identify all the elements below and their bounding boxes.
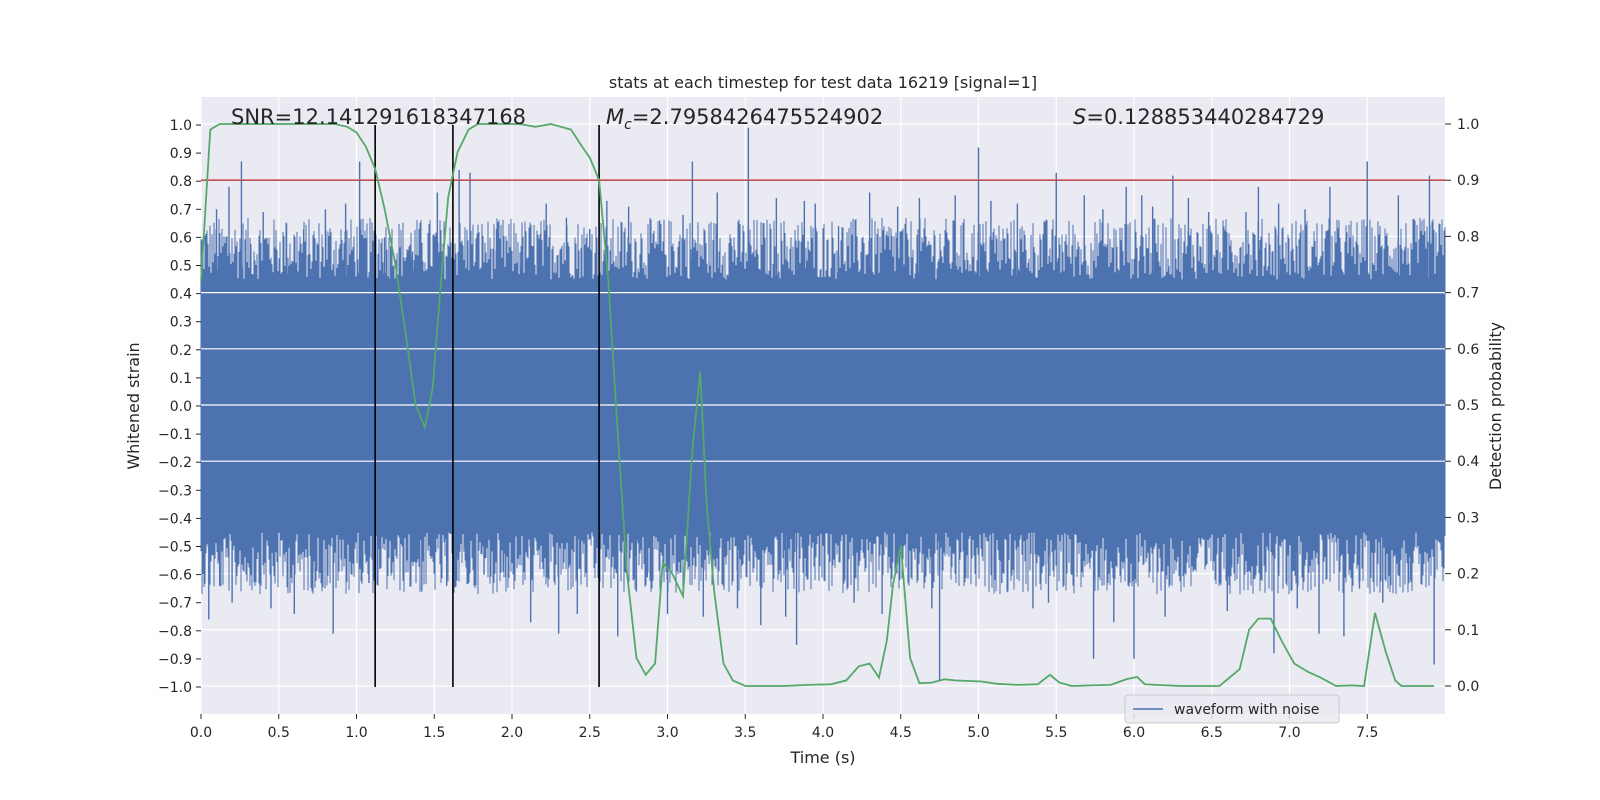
- y2-tick-label: 1.0: [1457, 117, 1479, 133]
- y-tick-label: −0.3: [158, 483, 192, 499]
- y-tick-label: −1.0: [158, 680, 192, 696]
- y2-tick-label: 0.3: [1457, 510, 1479, 526]
- x-tick-label: 0.0: [190, 725, 212, 741]
- legend: waveform with noise: [1124, 694, 1340, 724]
- y-tick-label: 0.3: [170, 315, 192, 331]
- chart-title: stats at each timestep for test data 162…: [609, 73, 1037, 92]
- y-tick-label: 0.7: [170, 202, 192, 218]
- x-tick-label: 3.5: [734, 725, 756, 741]
- x-tick-label: 6.5: [1201, 725, 1223, 741]
- y-axis-ticks: 1.0 0.9 0.8 0.7 0.6 0.5 0.4 0.3 0.2 0.1 0.0 −0.1 −0.…: [158, 118, 201, 696]
- y-tick-label: −0.9: [158, 652, 192, 668]
- y-tick-label: 0.5: [170, 259, 192, 275]
- legend-label: waveform with noise: [1174, 702, 1319, 718]
- chirp-mass-subscript: c: [624, 117, 632, 133]
- y-tick-label: −0.4: [158, 511, 192, 527]
- y-tick-label: 0.9: [170, 146, 192, 162]
- y2-tick-label: 0.0: [1457, 679, 1479, 695]
- y-axis-label: Whitened strain: [124, 342, 143, 469]
- x-tick-label: 2.5: [579, 725, 601, 741]
- y-tick-label: −0.2: [158, 455, 192, 471]
- y-tick-label: −0.5: [158, 540, 192, 556]
- x-tick-label: 4.5: [890, 725, 912, 741]
- y-tick-label: 0.6: [170, 230, 192, 246]
- chirp-mass-value: =2.7958426475524902: [632, 105, 883, 129]
- y2-axis-ticks: 1.0 0.9 0.8 0.7 0.6 0.5 0.4 0.3 0.2 0.1 0.0: [1445, 117, 1479, 695]
- s-annotation: S=0.128853440284729: [1073, 105, 1324, 129]
- x-tick-label: 4.0: [812, 725, 834, 741]
- y2-tick-label: 0.9: [1457, 173, 1479, 189]
- y2-tick-label: 0.1: [1457, 623, 1479, 639]
- x-tick-label: 0.5: [268, 725, 290, 741]
- y2-axis-label: Detection probability: [1486, 322, 1505, 490]
- event-markers: [374, 125, 600, 687]
- y2-tick-label: 0.5: [1457, 398, 1479, 414]
- x-axis-ticks: 0.0 0.5 1.0 1.5 2.0 2.5 3.0 3.5 4.0 4.5 5.0 5.5 6.0 6…: [190, 714, 1378, 741]
- y-tick-label: −0.7: [158, 596, 192, 612]
- y2-tick-label: 0.4: [1457, 454, 1479, 470]
- x-tick-label: 1.0: [345, 725, 367, 741]
- y-tick-label: 0.8: [170, 174, 192, 190]
- y2-tick-label: 0.8: [1457, 229, 1479, 245]
- s-value: =0.128853440284729: [1086, 105, 1324, 129]
- x-tick-label: 5.5: [1045, 725, 1067, 741]
- x-tick-label: 3.0: [656, 725, 678, 741]
- waveform-series: [200, 127, 1446, 682]
- x-tick-label: 6.0: [1123, 725, 1145, 741]
- x-tick-label: 1.5: [423, 725, 445, 741]
- chirp-mass-annotation: Mc=2.7958426475524902: [606, 105, 883, 133]
- y-tick-label: −0.8: [158, 624, 192, 640]
- legend-box: [1124, 694, 1340, 724]
- y-tick-label: 0.1: [170, 371, 192, 387]
- y-tick-label: 0.0: [170, 399, 192, 415]
- y-tick-label: −0.1: [158, 427, 192, 443]
- y-tick-label: 1.0: [170, 118, 192, 134]
- x-tick-label: 7.5: [1356, 725, 1378, 741]
- y2-tick-label: 0.6: [1457, 342, 1479, 358]
- snr-annotation: SNR=12.141291618347168: [231, 105, 526, 129]
- x-tick-label: 2.0: [501, 725, 523, 741]
- detection-probability-line: [200, 123, 1435, 687]
- y-tick-label: 0.2: [170, 343, 192, 359]
- x-tick-label: 7.0: [1278, 725, 1300, 741]
- y-tick-label: 0.4: [170, 287, 192, 303]
- x-tick-label: 5.0: [967, 725, 989, 741]
- chirp-mass-symbol: M: [606, 105, 624, 129]
- y-tick-label: −0.6: [158, 568, 192, 584]
- waveform-spikes: [200, 127, 1446, 682]
- s-symbol: S: [1073, 105, 1086, 129]
- y2-tick-label: 0.2: [1457, 567, 1479, 583]
- y2-tick-label: 0.7: [1457, 286, 1479, 302]
- x-axis-label: Time (s): [789, 748, 855, 767]
